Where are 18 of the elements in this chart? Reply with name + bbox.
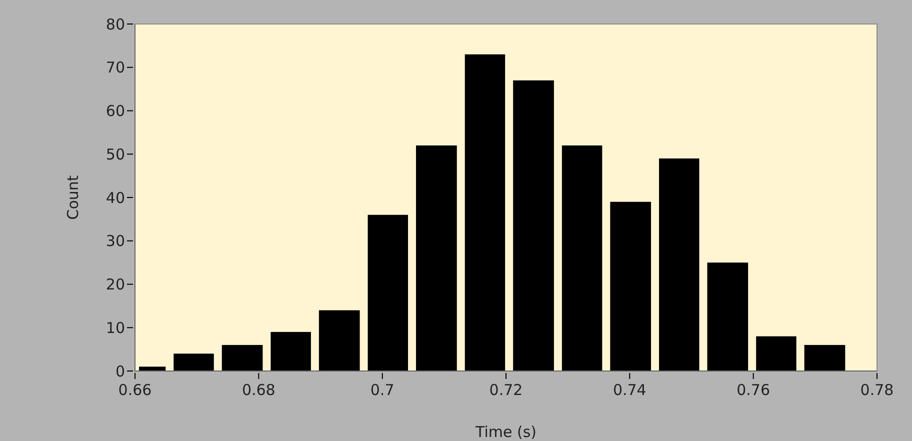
- y-tick-label: 30: [106, 232, 125, 250]
- x-tick-label: 0.66: [118, 381, 152, 399]
- y-tick-label: 40: [106, 188, 125, 207]
- y-tick-label: 10: [106, 318, 125, 337]
- x-tick-label: 0.72: [489, 381, 523, 399]
- x-tick-label: 0.76: [736, 381, 770, 399]
- x-axis-title: Time (s): [474, 423, 536, 441]
- y-tick-label: 50: [106, 145, 125, 164]
- y-tick-label: 80: [106, 15, 125, 34]
- y-tick-label: 20: [106, 276, 125, 294]
- x-tick-label: 0.7: [370, 381, 394, 399]
- y-tick-label: 70: [106, 58, 125, 77]
- x-tick-label: 0.68: [242, 381, 276, 399]
- y-tick-label: 0: [115, 362, 125, 380]
- y-axis-title: Count: [64, 175, 82, 220]
- x-tick-label: 0.78: [860, 381, 894, 399]
- x-tick-label: 0.74: [612, 381, 646, 399]
- y-tick-label: 60: [106, 102, 125, 120]
